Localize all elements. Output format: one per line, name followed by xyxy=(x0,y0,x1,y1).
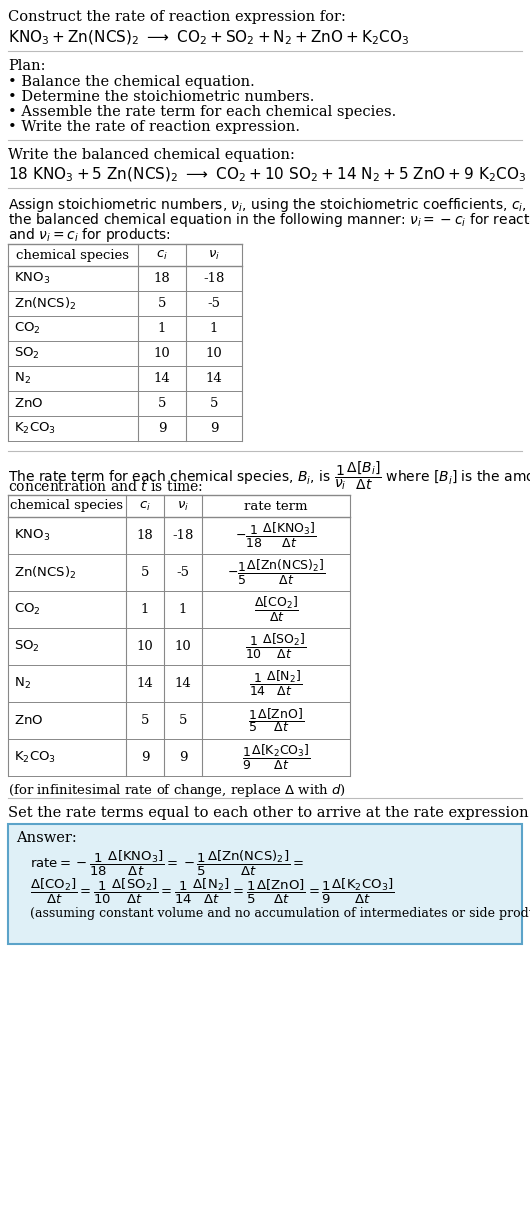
Text: • Determine the stoichiometric numbers.: • Determine the stoichiometric numbers. xyxy=(8,91,314,104)
Text: 5: 5 xyxy=(179,714,187,727)
Text: -5: -5 xyxy=(176,567,190,579)
Text: $\mathregular{SO_2}$: $\mathregular{SO_2}$ xyxy=(14,345,40,361)
Text: $\dfrac{1}{10}\dfrac{\Delta[\mathregular{SO_2}]}{\Delta t}$: $\dfrac{1}{10}\dfrac{\Delta[\mathregular… xyxy=(245,632,307,661)
Text: • Assemble the rate term for each chemical species.: • Assemble the rate term for each chemic… xyxy=(8,105,396,120)
Text: 9: 9 xyxy=(141,751,149,763)
Text: $\mathregular{KNO_3 + Zn(NCS)_2\ \longrightarrow\ CO_2 + SO_2 + N_2 + ZnO + K_2C: $\mathregular{KNO_3 + Zn(NCS)_2\ \longri… xyxy=(8,29,409,47)
Text: 14: 14 xyxy=(206,372,223,385)
Text: $\mathregular{K_2CO_3}$: $\mathregular{K_2CO_3}$ xyxy=(14,750,56,765)
Text: 5: 5 xyxy=(141,714,149,727)
Text: $\mathregular{KNO_3}$: $\mathregular{KNO_3}$ xyxy=(14,271,50,286)
Text: $c_i$: $c_i$ xyxy=(139,499,151,512)
Text: $\nu_i$: $\nu_i$ xyxy=(208,249,220,262)
Text: 14: 14 xyxy=(154,372,170,385)
Text: $c_i$: $c_i$ xyxy=(156,249,168,262)
Text: 1: 1 xyxy=(179,603,187,616)
Text: the balanced chemical equation in the following manner: $\nu_i = -c_i$ for react: the balanced chemical equation in the fo… xyxy=(8,211,530,230)
Text: $\mathregular{ZnO}$: $\mathregular{ZnO}$ xyxy=(14,714,43,727)
Text: Assign stoichiometric numbers, $\nu_i$, using the stoichiometric coefficients, $: Assign stoichiometric numbers, $\nu_i$, … xyxy=(8,196,530,214)
Text: 18: 18 xyxy=(137,529,153,542)
Text: 10: 10 xyxy=(174,640,191,654)
Text: -18: -18 xyxy=(172,529,193,542)
Text: • Write the rate of reaction expression.: • Write the rate of reaction expression. xyxy=(8,120,300,134)
Text: 10: 10 xyxy=(137,640,153,654)
Text: and $\nu_i = c_i$ for products:: and $\nu_i = c_i$ for products: xyxy=(8,226,171,244)
Text: $\mathregular{Zn(NCS)_2}$: $\mathregular{Zn(NCS)_2}$ xyxy=(14,296,76,312)
Text: $\mathregular{K_2CO_3}$: $\mathregular{K_2CO_3}$ xyxy=(14,420,56,436)
Text: 9: 9 xyxy=(179,751,187,763)
Text: concentration and $t$ is time:: concentration and $t$ is time: xyxy=(8,480,203,494)
Text: chemical species: chemical species xyxy=(11,499,123,512)
Text: 5: 5 xyxy=(210,397,218,410)
Text: The rate term for each chemical species, $B_i$, is $\dfrac{1}{\nu_i}\dfrac{\Delt: The rate term for each chemical species,… xyxy=(8,459,530,492)
Text: rate term: rate term xyxy=(244,499,308,512)
Text: Set the rate terms equal to each other to arrive at the rate expression:: Set the rate terms equal to each other t… xyxy=(8,806,530,820)
Text: 5: 5 xyxy=(141,567,149,579)
Text: 14: 14 xyxy=(174,676,191,690)
Text: Plan:: Plan: xyxy=(8,59,46,72)
Text: $\mathregular{Zn(NCS)_2}$: $\mathregular{Zn(NCS)_2}$ xyxy=(14,564,76,581)
Text: $-\dfrac{1}{18}\dfrac{\Delta[\mathregular{KNO_3}]}{\Delta t}$: $-\dfrac{1}{18}\dfrac{\Delta[\mathregula… xyxy=(235,521,317,550)
Text: • Balance the chemical equation.: • Balance the chemical equation. xyxy=(8,75,255,89)
Text: $\dfrac{1}{9}\dfrac{\Delta[\mathregular{K_2CO_3}]}{\Delta t}$: $\dfrac{1}{9}\dfrac{\Delta[\mathregular{… xyxy=(242,743,311,772)
Text: $\dfrac{1}{5}\dfrac{\Delta[\mathregular{ZnO}]}{\Delta t}$: $\dfrac{1}{5}\dfrac{\Delta[\mathregular{… xyxy=(248,707,304,734)
Text: $\mathregular{CO_2}$: $\mathregular{CO_2}$ xyxy=(14,321,41,336)
Text: 5: 5 xyxy=(158,297,166,310)
Text: 1: 1 xyxy=(141,603,149,616)
Text: 14: 14 xyxy=(137,676,153,690)
Text: 5: 5 xyxy=(158,397,166,410)
Text: $-\dfrac{1}{5}\dfrac{\Delta[\mathregular{Zn(NCS)_2}]}{\Delta t}$: $-\dfrac{1}{5}\dfrac{\Delta[\mathregular… xyxy=(227,558,325,587)
Text: chemical species: chemical species xyxy=(16,249,129,261)
Text: $\mathregular{N_2}$: $\mathregular{N_2}$ xyxy=(14,676,31,691)
Text: 10: 10 xyxy=(154,347,170,360)
Text: $\mathregular{SO_2}$: $\mathregular{SO_2}$ xyxy=(14,639,40,654)
Text: $\mathregular{18\ KNO_3 + 5\ Zn(NCS)_2\ \longrightarrow\ CO_2 + 10\ SO_2 + 14\ N: $\mathregular{18\ KNO_3 + 5\ Zn(NCS)_2\ … xyxy=(8,165,526,185)
Text: Write the balanced chemical equation:: Write the balanced chemical equation: xyxy=(8,149,295,162)
Text: $\mathregular{KNO_3}$: $\mathregular{KNO_3}$ xyxy=(14,528,50,544)
Text: (for infinitesimal rate of change, replace $\Delta$ with $d$): (for infinitesimal rate of change, repla… xyxy=(8,782,346,798)
Text: $\dfrac{1}{14}\dfrac{\Delta[\mathregular{N_2}]}{\Delta t}$: $\dfrac{1}{14}\dfrac{\Delta[\mathregular… xyxy=(250,669,303,698)
Text: 9: 9 xyxy=(210,422,218,435)
Text: $\mathregular{N_2}$: $\mathregular{N_2}$ xyxy=(14,371,31,387)
Text: $\mathregular{ZnO}$: $\mathregular{ZnO}$ xyxy=(14,397,43,410)
Text: Answer:: Answer: xyxy=(16,831,77,846)
Text: Construct the rate of reaction expression for:: Construct the rate of reaction expressio… xyxy=(8,10,346,24)
Text: -5: -5 xyxy=(208,297,220,310)
Text: $\mathregular{CO_2}$: $\mathregular{CO_2}$ xyxy=(14,602,41,617)
Text: 1: 1 xyxy=(158,323,166,335)
FancyBboxPatch shape xyxy=(8,824,522,943)
Text: $\dfrac{\Delta[\mathregular{CO_2}]}{\Delta t} = \dfrac{1}{10}\dfrac{\Delta[\math: $\dfrac{\Delta[\mathregular{CO_2}]}{\Del… xyxy=(30,877,394,906)
Text: 1: 1 xyxy=(210,323,218,335)
Text: $\mathrm{rate} = -\dfrac{1}{18}\dfrac{\Delta[\mathregular{KNO_3}]}{\Delta t} = -: $\mathrm{rate} = -\dfrac{1}{18}\dfrac{\D… xyxy=(30,849,304,878)
Text: (assuming constant volume and no accumulation of intermediates or side products): (assuming constant volume and no accumul… xyxy=(30,907,530,920)
Text: 10: 10 xyxy=(206,347,223,360)
Text: $\dfrac{\Delta[\mathregular{CO_2}]}{\Delta t}$: $\dfrac{\Delta[\mathregular{CO_2}]}{\Del… xyxy=(253,596,298,625)
Text: -18: -18 xyxy=(204,272,225,285)
Text: 18: 18 xyxy=(154,272,170,285)
Text: 9: 9 xyxy=(158,422,166,435)
Text: $\nu_i$: $\nu_i$ xyxy=(177,499,189,512)
